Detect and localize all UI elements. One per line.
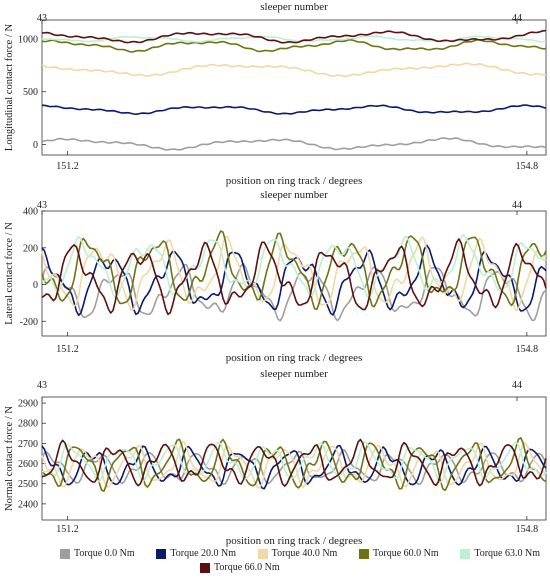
series-line-torque-66-0-nm (41, 438, 547, 487)
series-line-torque-0-0-nm (41, 137, 547, 151)
y-tick-label: 2700 (18, 439, 38, 450)
series-line-torque-66-0-nm (41, 29, 546, 44)
legend-swatch (156, 548, 167, 559)
legend: Torque 0.0 Nm Torque 20.0 Nm Torque 40.0… (60, 548, 540, 576)
series-line-torque-20-0-nm (42, 104, 547, 115)
legend-label: Torque 66.0 Nm (214, 562, 280, 573)
legend-label: Torque 20.0 Nm (170, 548, 237, 559)
legend-item-torque-20: Torque 20.0 Nm (156, 548, 236, 559)
x-tick-label: 151.2 (56, 344, 79, 355)
x-axis-label: position on ring track / degrees (226, 175, 363, 187)
legend-swatch (358, 548, 369, 559)
series-line-torque-66-0-nm (41, 238, 547, 316)
legend-row-1: Torque 0.0 Nm Torque 20.0 Nm Torque 40.0… (60, 548, 540, 559)
y-axis-label: Lateral contact force / N (4, 222, 15, 325)
series-line-torque-60-0-nm (41, 230, 547, 310)
y-tick-label: 2900 (18, 399, 38, 410)
series-line-torque-60-0-nm (41, 437, 547, 492)
y-tick-label: 1000 (18, 34, 38, 45)
y-tick-label: 2400 (18, 499, 38, 510)
y-tick-label: 2800 (18, 419, 38, 430)
legend-label: Torque 0.0 Nm (74, 548, 135, 559)
series-line-torque-63-0-nm (41, 441, 547, 484)
legend-swatch (460, 548, 471, 559)
top-tick-label: 43 (37, 200, 47, 211)
y-tick-label: -200 (20, 317, 38, 328)
x-tick-label: 151.2 (56, 161, 79, 172)
legend-item-torque-66: Torque 66.0 Nm (200, 562, 280, 573)
series-line-torque-40-0-nm (41, 62, 547, 78)
legend-row-2: Torque 66.0 Nm (60, 562, 540, 573)
legend-label: Torque 63.0 Nm (474, 548, 540, 559)
plot-frame (41, 19, 547, 156)
x-tick-label: 154.8 (516, 524, 539, 535)
top-tick-label: 44 (512, 200, 522, 211)
series-line-torque-63-0-nm (41, 35, 547, 43)
y-axis-label: Longitudinal contact force / N (4, 24, 15, 152)
top-tick-label: 44 (512, 380, 522, 391)
top-tick-label: 43 (37, 13, 47, 24)
top-tick-label: 44 (512, 13, 522, 24)
top-axis-label: sleeper number (260, 1, 328, 13)
legend-item-torque-40: Torque 40.0 Nm (257, 548, 338, 559)
x-tick-label: 154.8 (516, 161, 539, 172)
y-tick-label: 400 (23, 207, 38, 218)
y-tick-label: 0 (33, 280, 38, 291)
legend-label: Torque 40.0 Nm (271, 548, 338, 559)
top-tick-label: 43 (37, 380, 47, 391)
x-tick-label: 151.2 (56, 524, 79, 535)
top-axis-label: sleeper number (260, 368, 328, 380)
y-tick-label: 2600 (18, 459, 38, 470)
y-tick-label: 500 (23, 87, 38, 98)
legend-swatch (60, 548, 70, 559)
top-axis-label: sleeper number (260, 189, 328, 201)
legend-swatch (257, 548, 268, 559)
plot-frame (41, 210, 547, 337)
x-axis-label: position on ring track / degrees (226, 352, 363, 364)
series-line-torque-63-0-nm (41, 233, 547, 299)
legend-item-torque-60: Torque 60.0 Nm (358, 548, 439, 559)
series-line-torque-20-0-nm (41, 244, 547, 317)
legend-item-torque-0: Torque 0.0 Nm (60, 548, 135, 559)
x-axis-label: position on ring track / degrees (226, 535, 363, 547)
legend-label: Torque 60.0 Nm (372, 548, 439, 559)
legend-item-torque-63: Torque 63.0 Nm (460, 548, 540, 559)
y-tick-label: 0 (33, 140, 38, 151)
y-tick-label: 2500 (18, 479, 38, 490)
y-axis-label: Normal contact force / N (4, 406, 15, 511)
x-tick-label: 154.8 (516, 344, 539, 355)
series-line-torque-20-0-nm (41, 444, 547, 490)
series-line-torque-40-0-nm (41, 235, 547, 312)
series-line-torque-60-0-nm (41, 39, 547, 53)
legend-swatch (200, 562, 210, 573)
y-tick-label: 200 (23, 243, 38, 254)
